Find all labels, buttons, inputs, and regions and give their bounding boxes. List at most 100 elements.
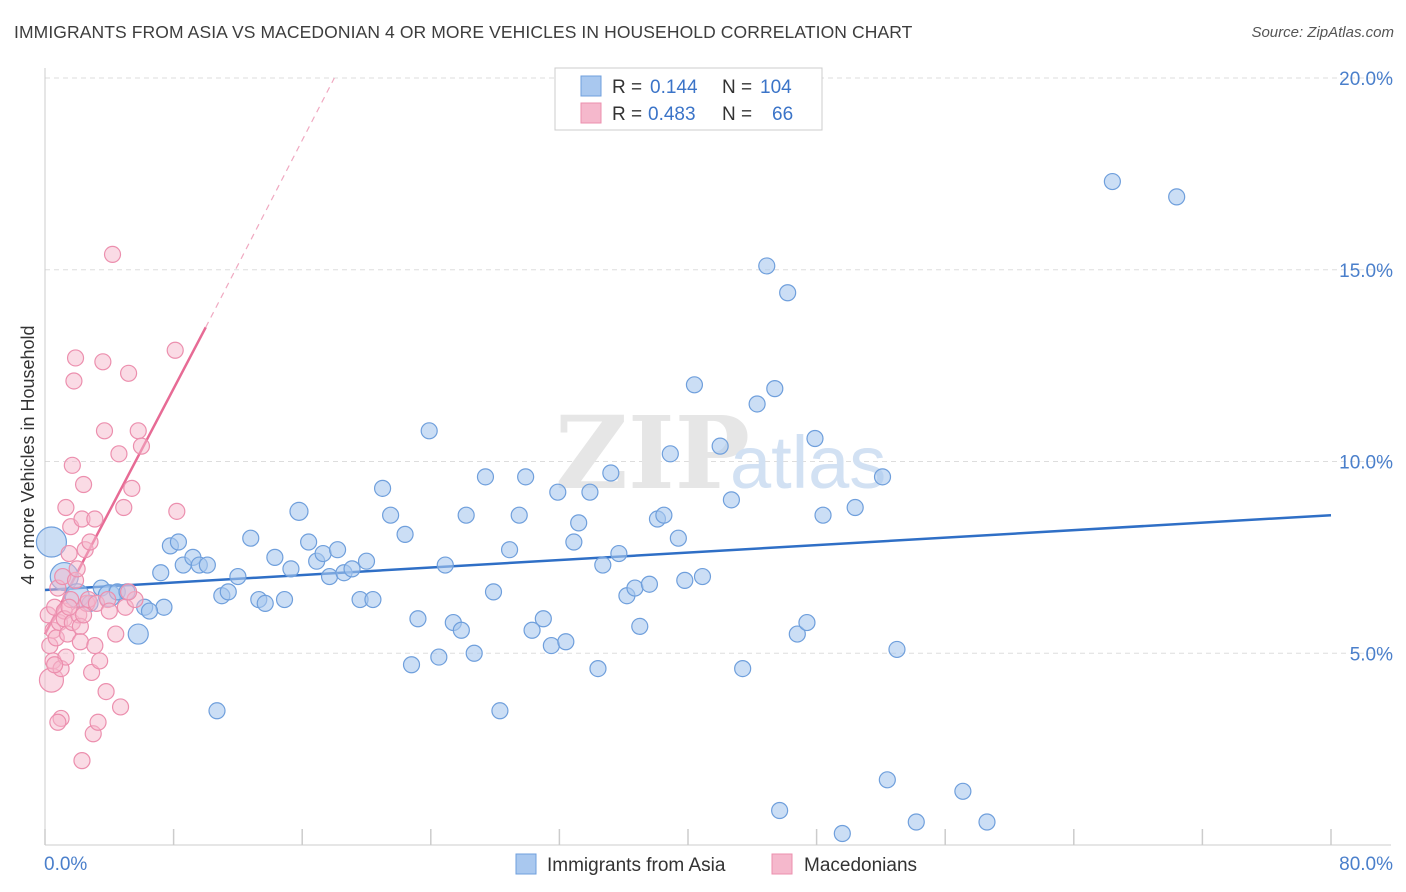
point-asia-9	[152, 564, 170, 582]
point-asia-101	[140, 602, 159, 620]
point-macedonians-27	[73, 752, 91, 770]
point-asia-59	[549, 483, 567, 501]
point-asia-0	[35, 526, 68, 558]
stats-legend-r-value-blue: 0.144	[650, 77, 698, 98]
point-macedonians-40	[94, 353, 112, 371]
point-asia-81	[734, 659, 752, 678]
point-asia-99	[1103, 172, 1121, 191]
point-asia-82	[748, 395, 766, 413]
series-legend-label-asia: Immigrants from Asia	[547, 855, 726, 876]
y-tick-label-1: 10.0%	[1339, 453, 1393, 474]
point-macedonians-52	[123, 479, 141, 497]
point-asia-21	[242, 529, 260, 547]
point-macedonians-47	[110, 445, 128, 463]
point-macedonians-22	[66, 349, 85, 367]
point-macedonians-49	[115, 498, 133, 517]
y-tick-label-0: 5.0%	[1350, 644, 1393, 665]
point-asia-58	[542, 636, 560, 655]
point-asia-67	[610, 544, 628, 563]
point-macedonians-21	[65, 372, 83, 390]
series-legend: Immigrants from Asia Macedonians	[515, 853, 917, 876]
point-asia-55	[517, 468, 535, 486]
stats-legend-swatch-blue	[580, 75, 602, 97]
series-legend-swatch-macedonians	[771, 853, 793, 875]
point-macedonians-41	[95, 422, 114, 440]
point-asia-26	[282, 560, 300, 578]
point-asia-38	[373, 479, 392, 497]
point-macedonians-62	[166, 341, 184, 359]
tick-labels: 5.0% 10.0% 15.0% 20.0% 0.0% 80.0%	[44, 69, 1393, 875]
point-macedonians-55	[132, 437, 151, 455]
stats-legend-r-value-pink: 0.483	[648, 104, 696, 125]
point-asia-56	[523, 621, 541, 639]
point-asia-83	[758, 257, 776, 275]
point-macedonians-48	[111, 698, 130, 716]
point-asia-94	[878, 771, 896, 789]
point-asia-54	[510, 506, 528, 524]
point-macedonians-15	[57, 498, 75, 517]
point-asia-23	[256, 594, 274, 612]
point-asia-102	[208, 702, 226, 720]
point-asia-28	[300, 533, 318, 551]
point-asia-74	[661, 445, 679, 463]
point-macedonians-61	[168, 502, 186, 520]
point-asia-42	[409, 610, 427, 628]
point-asia-24	[266, 548, 284, 566]
point-asia-25	[275, 590, 294, 609]
chart-title: IMMIGRANTS FROM ASIA VS MACEDONIAN 4 OR …	[14, 22, 913, 42]
point-asia-79	[711, 437, 729, 455]
point-asia-61	[565, 533, 583, 551]
chart-source: Source: ZipAtlas.com	[1251, 24, 1394, 41]
point-asia-39	[382, 506, 400, 524]
point-asia-48	[457, 506, 475, 524]
point-macedonians-29	[74, 475, 93, 494]
point-asia-34	[343, 560, 361, 578]
point-macedonians-51	[119, 364, 138, 382]
y-axis-title: 4 or more Vehicles in Household	[18, 325, 38, 584]
point-asia-77	[685, 376, 704, 394]
point-asia-45	[436, 556, 454, 574]
point-asia-50	[476, 468, 495, 486]
point-asia-51	[484, 583, 503, 601]
point-macedonians-65	[49, 713, 67, 731]
point-asia-62	[570, 514, 588, 532]
point-asia-73	[655, 506, 673, 524]
point-asia-66	[602, 464, 620, 482]
point-asia-19	[219, 583, 237, 601]
axes	[44, 68, 1391, 846]
point-macedonians-63	[63, 456, 81, 474]
point-asia-57	[534, 610, 552, 628]
x-tick-label-1: 80.0%	[1339, 854, 1393, 875]
point-asia-85	[771, 801, 789, 820]
point-asia-65	[594, 556, 612, 574]
point-asia-36	[357, 552, 376, 570]
stats-legend-n-value-pink: 66	[772, 104, 793, 125]
grid-lines	[45, 77, 1391, 654]
stats-legend-swatch-pink	[580, 102, 602, 124]
stats-legend-n-label-blue: N =	[722, 77, 752, 98]
point-asia-90	[814, 506, 832, 524]
point-asia-63	[581, 483, 599, 501]
point-asia-32	[328, 541, 347, 559]
point-macedonians-57	[71, 633, 89, 651]
point-asia-13	[169, 533, 188, 551]
point-asia-30	[314, 544, 332, 563]
stats-legend-n-value-blue: 104	[760, 77, 792, 98]
point-macedonians-59	[46, 656, 64, 674]
point-asia-53	[500, 541, 519, 559]
point-asia-44	[430, 648, 448, 666]
point-asia-41	[402, 656, 421, 674]
point-macedonians-58	[60, 598, 78, 616]
trend-line-macedonians-extension	[205, 77, 335, 328]
stats-legend-n-label-pink: N =	[722, 104, 752, 125]
point-macedonians-60	[86, 636, 104, 655]
point-asia-89	[806, 429, 824, 448]
stats-legend-r-label-pink: R =	[612, 104, 642, 125]
point-asia-47	[452, 621, 470, 639]
point-asia-52	[491, 702, 509, 720]
point-asia-49	[465, 644, 483, 662]
trend-line-asia	[44, 513, 1332, 592]
point-macedonians-33	[81, 533, 99, 551]
y-tick-label-3: 20.0%	[1339, 69, 1393, 90]
